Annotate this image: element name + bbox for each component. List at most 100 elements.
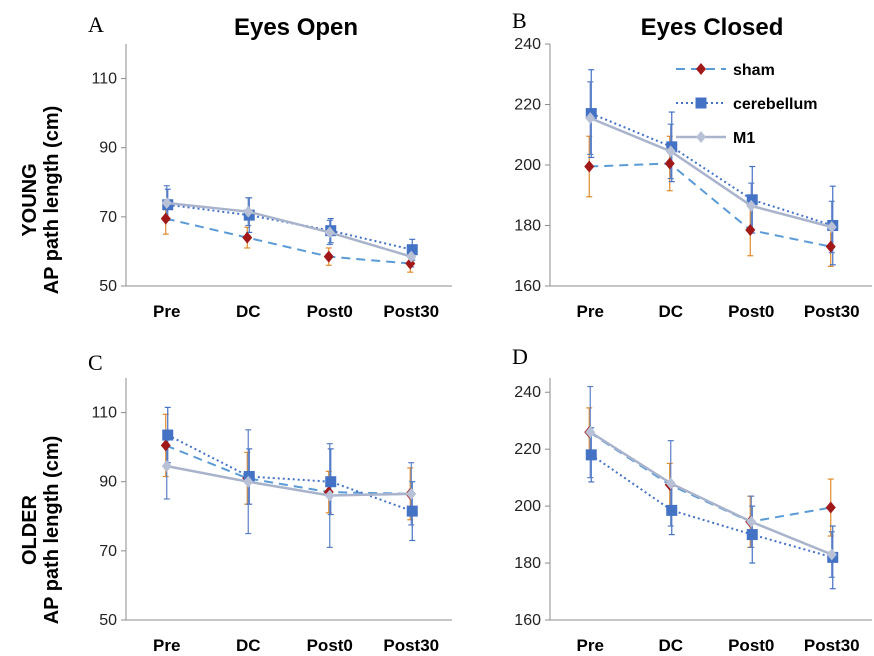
x-tick-label: DC xyxy=(658,302,683,321)
data-point-m1 xyxy=(324,226,335,239)
x-tick-label: Post30 xyxy=(383,302,439,321)
x-tick-label: DC xyxy=(658,636,683,655)
x-tick-label: Pre xyxy=(577,302,604,321)
data-point-m1 xyxy=(243,205,254,218)
row-label-young: YOUNG AP path length (cm) xyxy=(19,106,63,295)
data-point-m1 xyxy=(665,145,676,158)
x-tick-label: Post30 xyxy=(804,302,860,321)
y-tick-label: 70 xyxy=(99,543,117,560)
series-line-cerebellum xyxy=(590,112,834,227)
data-point-m1 xyxy=(746,199,757,212)
legend-label-sham: sham xyxy=(733,62,775,79)
data-point-m1 xyxy=(826,548,837,561)
legend-marker-m1 xyxy=(696,131,706,143)
y-tick-label: 160 xyxy=(514,278,541,295)
y-tick-label: 50 xyxy=(99,278,117,295)
series-line-sham xyxy=(165,217,411,265)
legend: sham cerebellum M1 xyxy=(676,62,817,147)
x-tick-label: Post0 xyxy=(307,636,353,655)
data-point-m1 xyxy=(826,221,837,234)
legend-label-m1: M1 xyxy=(733,130,755,147)
y-tick-label: 90 xyxy=(99,140,117,157)
x-tick-label: Post0 xyxy=(728,636,774,655)
data-point-cerebellum xyxy=(406,505,418,517)
chart-panel-b: 160 180 200 220 240 Pre DC Post0 Post30 sham cereb… xyxy=(514,36,872,321)
data-point-cerebellum xyxy=(585,449,597,461)
title-eyes-open: Eyes Open xyxy=(234,14,358,41)
y-tick-label: 50 xyxy=(99,612,117,629)
y-tick-label: 220 xyxy=(514,441,541,458)
data-point-cerebellum xyxy=(162,429,174,441)
y-tick-label: 90 xyxy=(99,474,117,491)
panel-letter-a: A xyxy=(88,12,104,37)
row-label-young-group: YOUNG xyxy=(19,163,41,236)
x-tick-label: Pre xyxy=(153,302,180,321)
data-point-cerebellum xyxy=(666,504,678,516)
series-line-m1 xyxy=(166,201,412,258)
x-tick-label: DC xyxy=(236,636,261,655)
y-tick-label: 240 xyxy=(514,36,541,53)
data-point-sham xyxy=(242,231,253,244)
series-line-cerebellum xyxy=(167,203,413,251)
data-point-sham xyxy=(825,501,836,514)
data-point-cerebellum xyxy=(325,476,337,488)
series-line-m1 xyxy=(589,431,833,556)
chart-panel-c: 50 70 90 110 Pre DC Post0 Post30 xyxy=(91,378,452,655)
legend-marker-cerebellum xyxy=(695,97,707,109)
data-point-sham xyxy=(323,250,334,263)
data-point-sham xyxy=(745,224,756,237)
data-point-sham xyxy=(160,212,171,225)
y-tick-label: 240 xyxy=(514,384,541,401)
data-point-m1 xyxy=(161,197,172,210)
x-tick-label: Post0 xyxy=(728,302,774,321)
row-label-older-group: OLDER xyxy=(19,494,41,565)
data-point-m1 xyxy=(665,477,676,490)
y-tick-label: 180 xyxy=(514,218,541,235)
series-line-cerebellum xyxy=(167,434,413,513)
y-tick-label: 160 xyxy=(514,612,541,629)
data-point-m1 xyxy=(406,487,417,500)
y-tick-label: 180 xyxy=(514,555,541,572)
panel-letter-b: B xyxy=(512,8,527,33)
y-tick-label: 200 xyxy=(514,157,541,174)
data-point-m1 xyxy=(585,112,596,125)
y-tick-label: 220 xyxy=(514,97,541,114)
data-point-m1 xyxy=(406,250,417,263)
chart-panel-a: 50 70 90 110 Pre DC Post0 Post30 xyxy=(91,44,452,321)
data-point-cerebellum xyxy=(406,244,418,256)
row-label-older-measure: AP path length (cm) xyxy=(41,436,63,625)
series-line-m1 xyxy=(166,464,412,497)
x-tick-label: Post30 xyxy=(383,636,439,655)
y-tick-label: 110 xyxy=(91,71,117,88)
legend-label-cerebellum: cerebellum xyxy=(733,96,817,113)
series-line-m1 xyxy=(589,116,833,229)
y-tick-label: 70 xyxy=(99,209,117,226)
series-line-cerebellum xyxy=(590,454,834,559)
panel-letter-c: C xyxy=(88,350,103,375)
chart-panel-d: 160 180 200 220 240 Pre DC Post0 Post30 xyxy=(514,378,872,655)
data-point-cerebellum xyxy=(746,529,758,541)
x-tick-label: Post0 xyxy=(307,302,353,321)
y-tick-label: 200 xyxy=(514,498,541,515)
row-label-young-measure: AP path length (cm) xyxy=(41,106,63,295)
data-point-m1 xyxy=(161,460,172,473)
title-eyes-closed: Eyes Closed xyxy=(641,14,784,41)
y-tick-label: 110 xyxy=(91,405,117,422)
panel-letter-d: D xyxy=(512,344,528,369)
series-line-sham xyxy=(589,162,831,248)
data-point-cerebellum xyxy=(243,471,255,483)
series-line-sham xyxy=(588,431,831,523)
x-tick-label: Pre xyxy=(153,636,180,655)
data-point-m1 xyxy=(746,515,757,528)
data-point-cerebellum xyxy=(746,194,758,206)
series-line-sham xyxy=(165,444,411,495)
data-point-m1 xyxy=(243,475,254,488)
x-tick-label: DC xyxy=(236,302,261,321)
data-point-sham xyxy=(664,157,675,170)
legend-marker-sham xyxy=(696,63,706,75)
row-label-older: OLDER AP path length (cm) xyxy=(19,436,63,625)
data-point-m1 xyxy=(585,426,596,439)
x-tick-label: Pre xyxy=(577,636,604,655)
